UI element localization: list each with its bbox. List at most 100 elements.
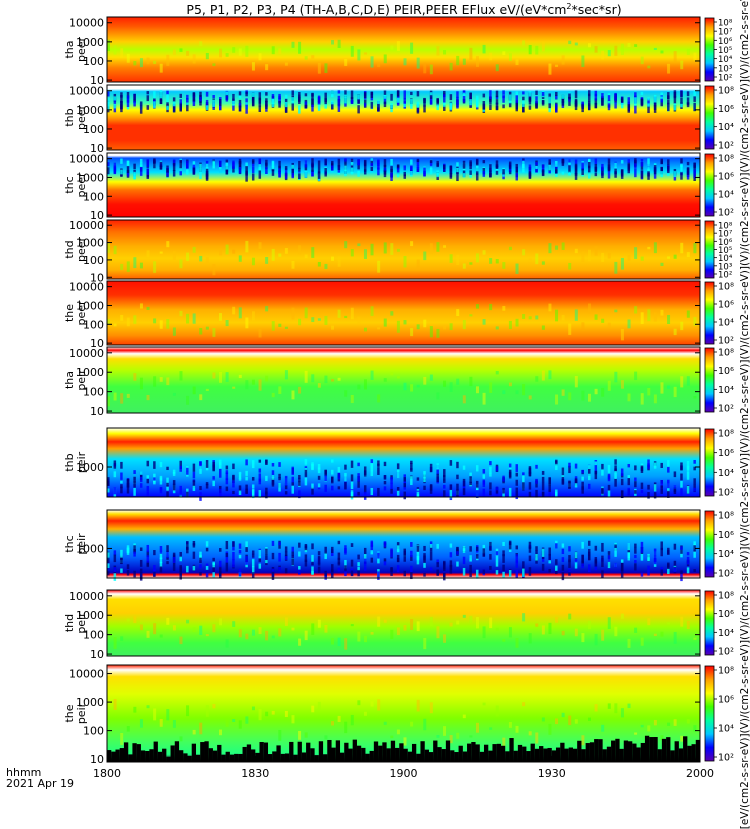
colorbar bbox=[704, 220, 715, 279]
y-tick-label: 10000 bbox=[69, 85, 104, 98]
panel-label-bottom: peer bbox=[75, 105, 88, 131]
panel-label-top: thc bbox=[63, 176, 76, 193]
y-tick-label: 10 bbox=[90, 337, 104, 350]
colorbar-tick-label: 10⁴ bbox=[718, 468, 734, 479]
panel-label-top: tha bbox=[63, 371, 76, 389]
panel-thc-peer: 10000 1000 100 10 thc peer 10⁸ 10⁶ 10⁴ 10² bbox=[63, 152, 734, 222]
colorbar bbox=[704, 428, 715, 497]
y-tick-label: 10000 bbox=[69, 590, 104, 603]
panel-label-bottom: peir bbox=[75, 369, 88, 391]
colorbar-tick-label: 10² bbox=[718, 141, 734, 152]
y-tick-label: 1000 bbox=[76, 461, 104, 474]
y-tick-label: 1000 bbox=[76, 104, 104, 117]
x-axis: 1800 1830 1900 1930 2000 bbox=[93, 756, 714, 780]
colorbar-tick-label: 10² bbox=[718, 488, 734, 499]
spectrogram-image bbox=[107, 281, 700, 345]
colorbar-tick-label: 10⁶ bbox=[718, 448, 734, 459]
y-tick-label: 100 bbox=[83, 386, 104, 399]
x-tick-label: 1800 bbox=[93, 767, 121, 780]
colorbar-tick-label: 10⁴ bbox=[718, 549, 734, 560]
spectrogram-texture bbox=[107, 303, 697, 341]
x-tick-label: 1830 bbox=[241, 767, 269, 780]
spectrogram-texture bbox=[107, 698, 701, 762]
colorbar-tick-label: 10⁸ bbox=[718, 429, 734, 440]
y-tick-label: 10000 bbox=[69, 17, 104, 30]
y-tick-label: 10 bbox=[90, 209, 104, 222]
colorbar-units-label: [eV/(cm2-s-sr-eV)](V)/(cm2-s-sr-eV)](V)/… bbox=[739, 0, 750, 829]
colorbar-tick-label: 10⁶ bbox=[718, 300, 734, 311]
y-tick-label: 1000 bbox=[76, 609, 104, 622]
panel-label-bottom: peir bbox=[75, 702, 88, 724]
colorbar-tick-label: 10⁴ bbox=[718, 318, 734, 329]
y-tick-label: 10000 bbox=[69, 668, 104, 681]
title-text-end: *sec*sr) bbox=[571, 2, 622, 18]
spectrogram-texture bbox=[107, 459, 696, 501]
colorbar-tick-label: 10⁵ bbox=[718, 46, 732, 56]
colorbar-tick-label: 10³ bbox=[718, 64, 732, 74]
title-text: P5, P1, P2, P3, P4 (TH-A,B,C,D,E) PEIR,P… bbox=[186, 2, 567, 18]
colorbar-tick-label: 10⁸ bbox=[718, 348, 734, 359]
colorbar-tick-label: 10⁶ bbox=[718, 530, 734, 541]
panel-label-top: thd bbox=[63, 240, 76, 258]
panel-label-bottom: peir bbox=[75, 612, 88, 634]
colorbar-tick-label: 10² bbox=[718, 74, 732, 84]
panel-thd-peer: 10000 1000 100 10 thd peer 10⁸10⁷10⁶10⁵10⁴10³1… bbox=[63, 219, 733, 284]
panel-label-top: thc bbox=[63, 535, 76, 552]
panel-label-top: tha bbox=[63, 40, 76, 58]
y-tick-label: 10000 bbox=[69, 281, 104, 294]
spectrogram-texture bbox=[107, 90, 696, 114]
colorbar-tick-label: 10⁶ bbox=[718, 238, 733, 248]
panel-label-top: thb bbox=[63, 108, 76, 126]
panel-frame bbox=[106, 219, 701, 280]
panel-frame bbox=[106, 152, 701, 218]
y-tick-label: 1000 bbox=[76, 299, 104, 312]
panel-label-top: the bbox=[63, 704, 76, 722]
colorbar-tick-label: 10⁴ bbox=[718, 628, 734, 639]
colorbar-tick-label: 10⁶ bbox=[718, 172, 734, 183]
colorbar-tick-label: 10⁶ bbox=[718, 37, 733, 47]
x-tick-label: 1900 bbox=[390, 767, 418, 780]
panel-label-top: thd bbox=[63, 614, 76, 632]
colorbar-tick-label: 10⁸ bbox=[718, 154, 734, 165]
panel-frame bbox=[106, 84, 701, 151]
panel-label-bottom: peir bbox=[75, 533, 88, 555]
spectrogram-image bbox=[107, 220, 700, 279]
colorbar-tick-label: 10² bbox=[718, 569, 734, 580]
colorbar bbox=[704, 347, 715, 413]
panel-the-peir: 10000 1000 100 10 the peir 10⁸ 10⁶ 10⁴ 10² bbox=[63, 664, 734, 766]
y-tick-label: 1000 bbox=[76, 36, 104, 49]
y-tick-label: 1000 bbox=[76, 171, 104, 184]
y-tick-label: 1000 bbox=[76, 366, 104, 379]
panel-frame bbox=[106, 346, 701, 414]
colorbar-tick-label: 10⁸ bbox=[718, 19, 733, 29]
panel-label-top: thb bbox=[63, 453, 76, 471]
spectrogram-image bbox=[107, 590, 700, 656]
y-tick-label: 10000 bbox=[69, 347, 104, 360]
colorbar-tick-label: 10⁸ bbox=[718, 86, 734, 97]
date-label: 2021 Apr 19 bbox=[6, 777, 75, 790]
spectrogram-texture bbox=[107, 370, 697, 407]
panel-frame bbox=[106, 280, 701, 346]
y-tick-label: 10 bbox=[90, 648, 104, 661]
panel-label-bottom: peer bbox=[75, 237, 88, 263]
y-tick-label: 10 bbox=[90, 271, 104, 284]
y-tick-label: 10000 bbox=[69, 153, 104, 166]
colorbar-tick-label: 10⁵ bbox=[718, 246, 732, 256]
panel-label-bottom: peir bbox=[75, 451, 88, 473]
y-tick-label: 100 bbox=[83, 254, 104, 267]
y-tick-label: 1000 bbox=[76, 696, 104, 709]
colorbar bbox=[704, 510, 715, 578]
y-tick-label: 100 bbox=[83, 318, 104, 331]
colorbar bbox=[704, 590, 715, 656]
y-tick-label: 100 bbox=[83, 190, 104, 203]
spectrogram-texture bbox=[107, 540, 696, 582]
colorbar-tick-label: 10⁶ bbox=[718, 609, 734, 620]
x-tick-label: 1930 bbox=[538, 767, 566, 780]
time-unit-label: hhmm bbox=[6, 766, 42, 779]
colorbar-tick-label: 10² bbox=[718, 271, 732, 281]
title-superscript: 2 bbox=[566, 2, 572, 11]
panel-thb-peer: 10000 1000 100 10 thb peer 10⁸ 10⁶ 10⁴ 10² bbox=[63, 84, 734, 155]
colorbar bbox=[704, 85, 715, 150]
